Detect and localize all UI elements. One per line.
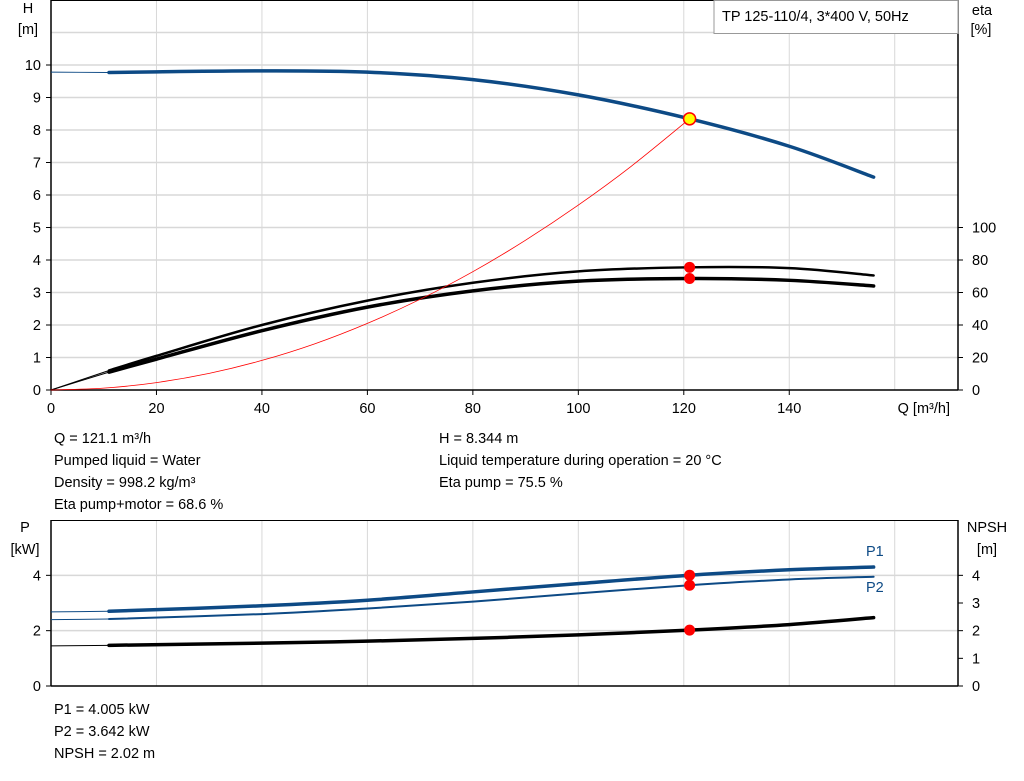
- x-tick-label: 120: [672, 401, 696, 417]
- P1-curve: [107, 565, 876, 614]
- x-tick-label: 0: [47, 401, 55, 417]
- y-tick-label-left: 2: [33, 318, 41, 334]
- x-tick-label: 20: [148, 401, 164, 417]
- h-axis-name: H: [23, 1, 33, 17]
- y-tick-label-left: 4: [33, 568, 41, 584]
- eta-pump-curve: [107, 265, 875, 372]
- P2-curve: [108, 575, 875, 621]
- P2-curve-extension: [50, 618, 110, 621]
- y-tick-label-left: 10: [25, 58, 41, 74]
- y-tick-label-left: 8: [33, 123, 41, 139]
- info-p2: P2 = 3.642 kW: [54, 724, 150, 740]
- y-tick-label-left: 7: [33, 156, 41, 172]
- eta-axis-unit: [%]: [971, 22, 992, 38]
- P2-point-marker: [684, 579, 696, 591]
- y-tick-label-right: 2: [972, 624, 980, 640]
- NPSH-curve-extension: [50, 644, 110, 647]
- x-axis-label: Q [m³/h]: [898, 401, 950, 417]
- y-tick-label-left: 9: [33, 91, 41, 107]
- chart-title: TP 125-110/4, 3*400 V, 50Hz: [722, 9, 909, 25]
- info-h: H = 8.344 m: [439, 431, 519, 447]
- y-tick-label-right: 3: [972, 596, 980, 612]
- y-tick-label-left: 3: [33, 286, 41, 302]
- x-tick-label: 40: [254, 401, 270, 417]
- x-tick-label: 100: [566, 401, 590, 417]
- y-tick-label-left: 0: [33, 679, 41, 695]
- x-tick-label: 140: [777, 401, 801, 417]
- y-tick-label-right: 0: [972, 383, 980, 399]
- y-tick-label-right: 80: [972, 253, 988, 269]
- P1-curve-extension: [50, 610, 110, 613]
- p2-series-label: P2: [866, 580, 884, 596]
- info-bottom: P1 = 4.005 kW P2 = 3.642 kW NPSH = 2.02 …: [54, 699, 155, 765]
- y-tick-label-left: 6: [33, 188, 41, 204]
- info-q: Q = 121.1 m³/h: [54, 431, 152, 447]
- info-density: Density = 998.2 kg/m³: [54, 475, 196, 491]
- duty-point-marker: [682, 112, 697, 126]
- y-tick-label-right: 0: [972, 679, 980, 695]
- info-eta-total: Eta pump+motor = 68.6 %: [54, 497, 224, 513]
- eta-pump-point-marker: [684, 261, 696, 273]
- H-curve: [107, 69, 876, 179]
- P1-point-marker: [684, 569, 696, 581]
- info-top-left: Q = 121.1 m³/h Pumped liquid = Water Den…: [54, 428, 223, 516]
- npsh-axis-name: NPSH: [967, 520, 1007, 536]
- h-axis-unit: [m]: [18, 22, 38, 38]
- eta-axis-name: eta: [972, 3, 993, 19]
- y-tick-label-left: 4: [33, 253, 41, 269]
- y-tick-label-left: 0: [33, 383, 41, 399]
- y-tick-label-right: 100: [972, 221, 996, 237]
- p1-series-label: P1: [866, 544, 884, 560]
- info-top-right: H = 8.344 m Liquid temperature during op…: [439, 428, 722, 494]
- p-axis-name: P: [20, 520, 30, 536]
- NPSH-point-marker: [684, 624, 696, 636]
- eta-pump-motor-curve-extension: [50, 371, 110, 391]
- power-npsh-chart: 0 2 4 0 1 2 3 4: [33, 520, 980, 695]
- x-tick-label: 80: [465, 401, 481, 417]
- NPSH-curve: [107, 615, 876, 648]
- y-tick-label-right: 40: [972, 318, 988, 334]
- info-npsh: NPSH = 2.02 m: [54, 746, 156, 762]
- y-tick-label-right: 4: [972, 568, 980, 584]
- y-tick-label-right: 20: [972, 351, 988, 367]
- eta-pump-motor-point-marker: [684, 273, 696, 285]
- y-tick-label-left: 1: [33, 351, 41, 367]
- info-eta-pump: Eta pump = 75.5 %: [439, 475, 563, 491]
- y-tick-label-right: 60: [972, 286, 988, 302]
- system-curve-curve: [50, 118, 690, 391]
- info-temp: Liquid temperature during operation = 20…: [439, 453, 722, 469]
- eta-pump-motor-curve: [107, 276, 876, 374]
- info-p1: P1 = 4.005 kW: [54, 702, 150, 718]
- npsh-axis-unit: [m]: [977, 542, 997, 558]
- info-liquid: Pumped liquid = Water: [54, 453, 201, 469]
- x-tick-label: 60: [359, 401, 375, 417]
- y-tick-label-left: 2: [33, 624, 41, 640]
- legend-box: [713, 0, 959, 34]
- p-axis-unit: [kW]: [11, 542, 40, 558]
- y-tick-label-right: 1: [972, 651, 980, 667]
- y-tick-label-left: 5: [33, 221, 41, 237]
